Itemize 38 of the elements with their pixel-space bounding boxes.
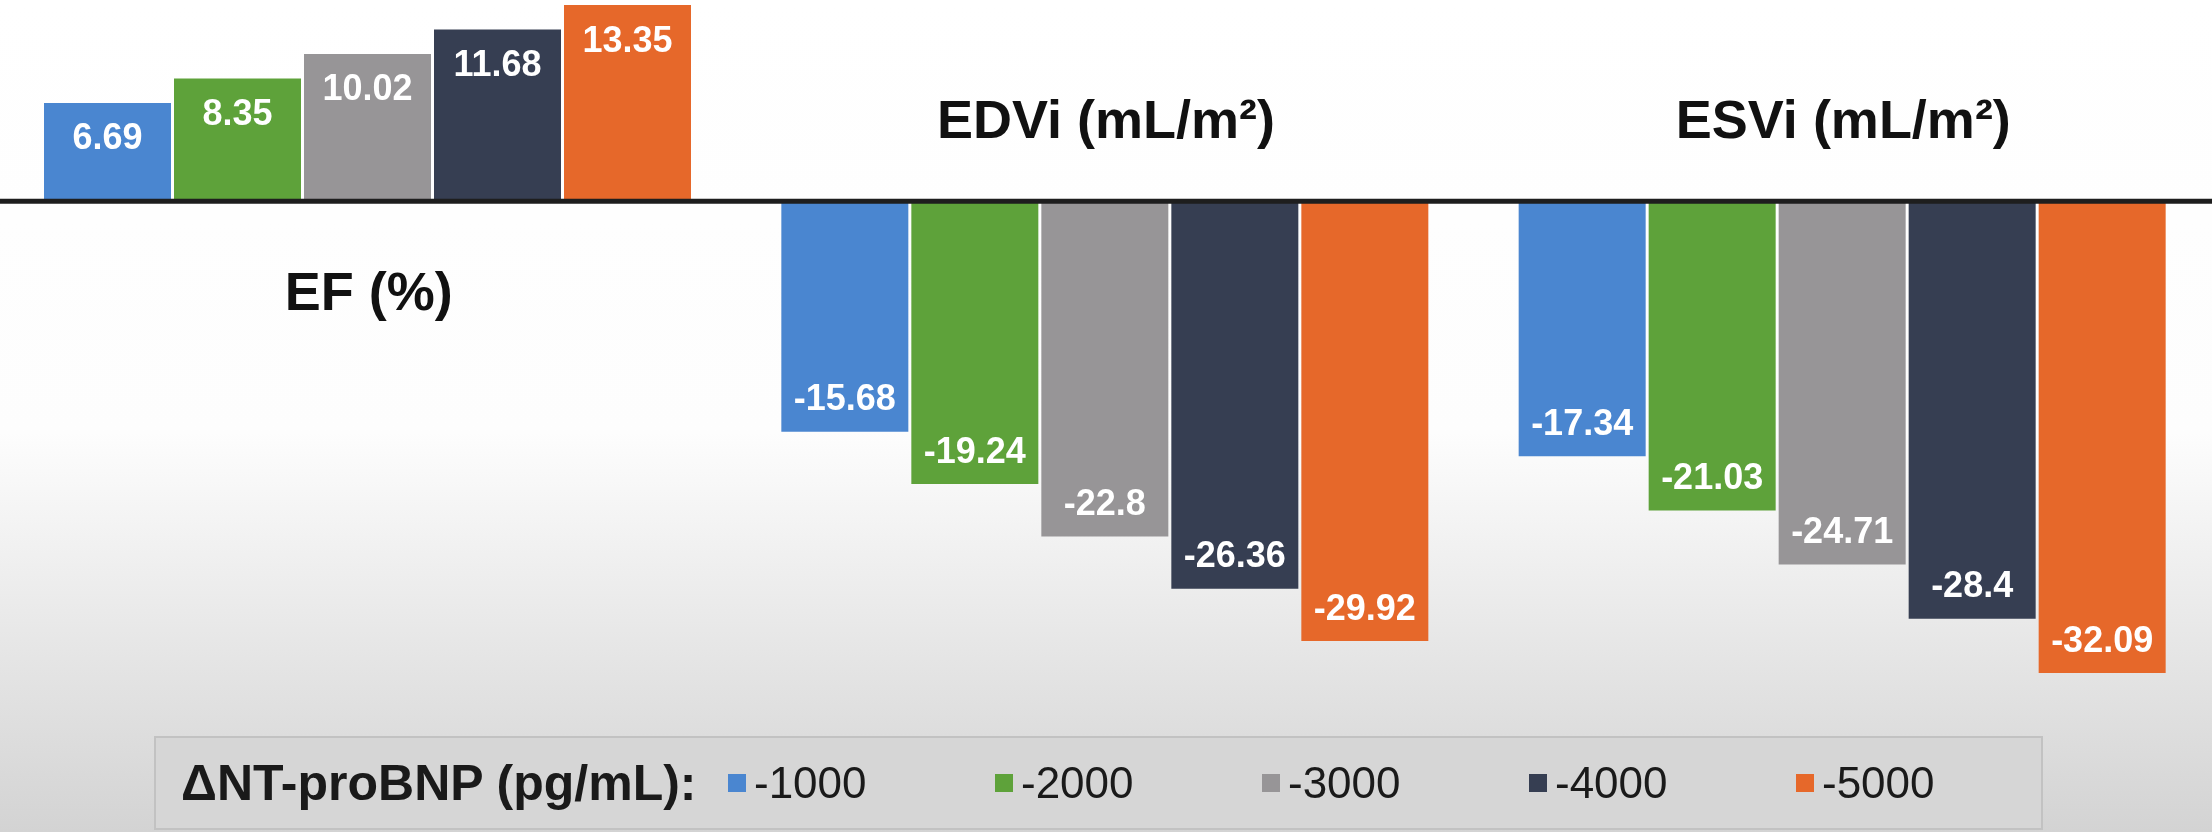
legend-label: -2000 [1021,758,1134,808]
bar [434,29,561,202]
data-label: -28.4 [1931,564,2014,606]
x-tick-label: ESVi (mL/m²) [1675,89,2011,150]
data-label: 11.68 [453,43,542,85]
data-label: -21.03 [1661,455,1764,497]
legend-title: ΔNT-proBNP (pg/mL): [180,754,698,812]
data-label: 8.35 [202,92,273,133]
x-tick-label: EF (%) [284,261,453,322]
data-label: -15.68 [793,377,896,419]
bar [1171,201,1299,589]
bar [1648,201,1776,511]
data-label: -29.92 [1313,586,1416,628]
data-label: -22.8 [1063,481,1146,523]
data-label: -26.36 [1183,534,1286,576]
data-label: -32.09 [2051,618,2154,660]
bar [1301,201,1429,642]
x-tick-label: EDVi (mL/m²) [936,89,1276,150]
legend-label: -5000 [1822,758,1935,808]
bar [2038,201,2166,673]
data-label: -17.34 [1531,401,1634,443]
data-label: -24.71 [1791,510,1894,552]
legend-label: -3000 [1288,758,1401,808]
bar [911,201,1039,485]
bar [781,201,909,432]
bar [304,53,431,202]
data-label: 10.02 [322,67,413,109]
data-label: 13.35 [582,18,673,60]
bar [1041,201,1169,537]
legend-label: -1000 [754,758,867,808]
data-label: 6.69 [72,116,143,158]
bar [1778,201,1906,565]
bar [1518,201,1646,457]
data-label: -19.24 [923,429,1026,471]
bar [174,78,301,202]
bar [564,5,691,202]
bar [1908,201,2036,619]
legend-label: -4000 [1555,758,1668,808]
